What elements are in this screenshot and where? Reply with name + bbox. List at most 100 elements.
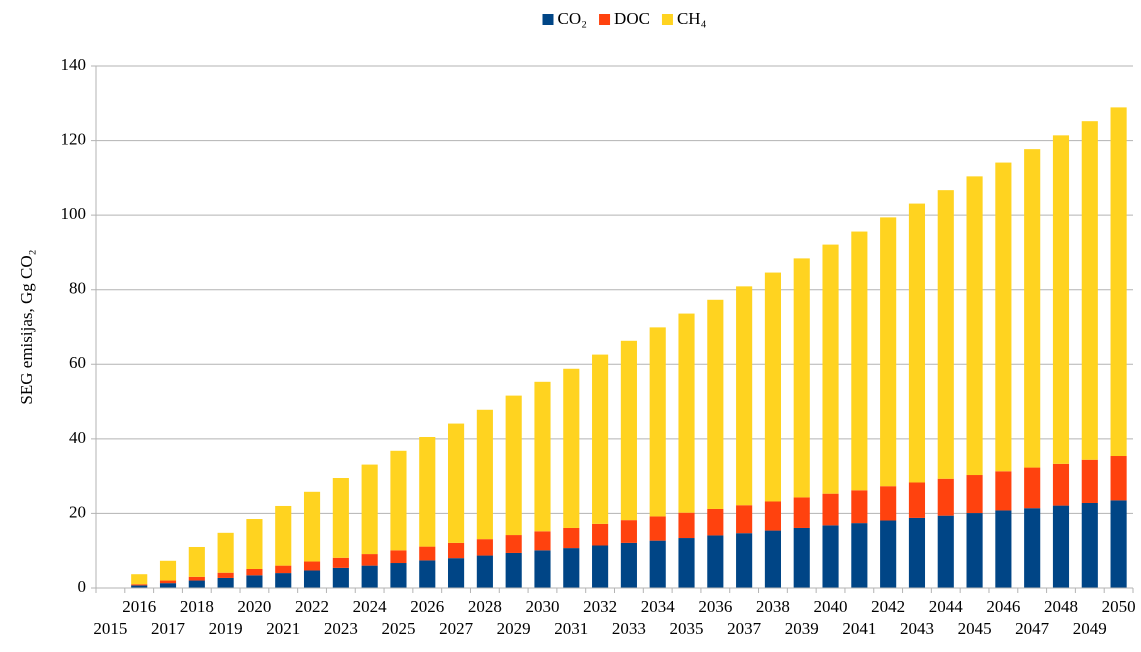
bar-segment [707,535,724,588]
bar-segment [1081,121,1098,460]
bar-segment [880,486,897,521]
bar-segment [880,217,897,487]
bar-segment [246,568,263,576]
bar-segment [793,258,810,498]
x-tick-label: 2042 [871,597,905,616]
bar-segment [736,533,753,588]
bar-segment [188,580,205,588]
bar-segment [159,583,177,588]
bar-segment [793,497,810,528]
bar-segment [908,203,926,483]
bar-segment [1081,459,1098,503]
x-tick-label: 2046 [986,597,1020,616]
bar-segment [246,519,263,569]
bar-segment [649,516,666,541]
bar-segment [620,542,637,588]
bar-segment [332,478,349,558]
bar-segment [419,436,436,547]
bar-segment [275,565,292,574]
bar-segment [217,572,234,578]
x-tick-label: 2048 [1044,597,1078,616]
bar-segment [707,508,724,536]
bar-segment [620,340,637,521]
bar-segment [995,162,1012,472]
y-tick-label: 20 [69,502,86,521]
x-tick-label: 2028 [468,597,502,616]
legend-label: CO₂ [558,9,588,28]
y-tick-label: 140 [61,55,87,74]
bar-segment [592,354,609,524]
bar-segment [303,570,321,588]
bar-segment [764,272,781,502]
x-tick-label: 2030 [525,597,559,616]
bar-segment [1052,463,1070,506]
x-tick-label: 2024 [353,597,388,616]
x-tick-label: 2036 [698,597,732,616]
bar-segment [448,542,465,559]
bar-segment [678,538,695,588]
bar-segment [851,231,868,491]
bar-segment [1024,149,1041,468]
x-tick-label: 2023 [324,619,358,638]
bar-segment [361,464,378,555]
bar-segment [303,561,321,571]
bar-segment [419,560,436,588]
bar-segment [822,493,839,526]
bar-segment [937,478,954,516]
x-tick-label: 2029 [497,619,531,638]
x-tick-label: 2017 [151,619,186,638]
x-tick-label: 2033 [612,619,646,638]
x-tick-label: 2050 [1102,597,1136,616]
x-tick-label: 2044 [929,597,964,616]
bar-segment [563,527,580,549]
bar-segment [649,327,666,517]
bar-segment [592,523,609,546]
bar-segment [707,299,724,509]
y-tick-label: 60 [69,353,86,372]
bar-segment [592,545,609,588]
x-tick-label: 2037 [727,619,762,638]
y-axis-label: SEG emisijas, Gg CO₂ [17,249,36,404]
bar-segment [131,574,148,585]
x-tick-label: 2038 [756,597,790,616]
x-tick-label: 2018 [180,597,214,616]
bar-segment [534,381,551,532]
legend-swatch [599,14,611,25]
x-tick-label: 2041 [842,619,876,638]
bar-segment [908,517,926,588]
bar-segment [390,563,407,588]
x-tick-label: 2026 [410,597,444,616]
x-tick-label: 2032 [583,597,617,616]
bar-segment [275,573,292,588]
bar-segment [1110,500,1127,588]
bar-segment [390,550,407,564]
bar-segment [275,505,292,566]
bar-segment [764,501,781,531]
x-tick-label: 2035 [670,619,704,638]
x-tick-label: 2034 [641,597,676,616]
bar-segment [1052,505,1070,588]
bar-segment [361,554,378,566]
x-tick-label: 2015 [93,619,127,638]
bar-segment [217,532,234,573]
bar-segment [534,550,551,588]
bar-segment [131,585,148,588]
x-tick-label: 2027 [439,619,474,638]
bar-segment [851,523,868,588]
bar-segment [332,567,349,588]
y-tick-label: 80 [69,279,86,298]
x-tick-label: 2045 [958,619,992,638]
bar-segment [1110,107,1127,457]
bar-segment [390,450,407,551]
bar-segment [505,552,522,588]
bar-segment [563,548,580,588]
x-tick-label: 2022 [295,597,329,616]
x-tick-label: 2021 [266,619,300,638]
legend-swatch [661,14,673,25]
bar-segment [880,520,897,588]
y-tick-label: 120 [61,129,87,148]
x-tick-label: 2020 [237,597,271,616]
bar-segment [448,558,465,588]
bar-segment [1024,467,1041,509]
bar-segment [505,535,522,553]
